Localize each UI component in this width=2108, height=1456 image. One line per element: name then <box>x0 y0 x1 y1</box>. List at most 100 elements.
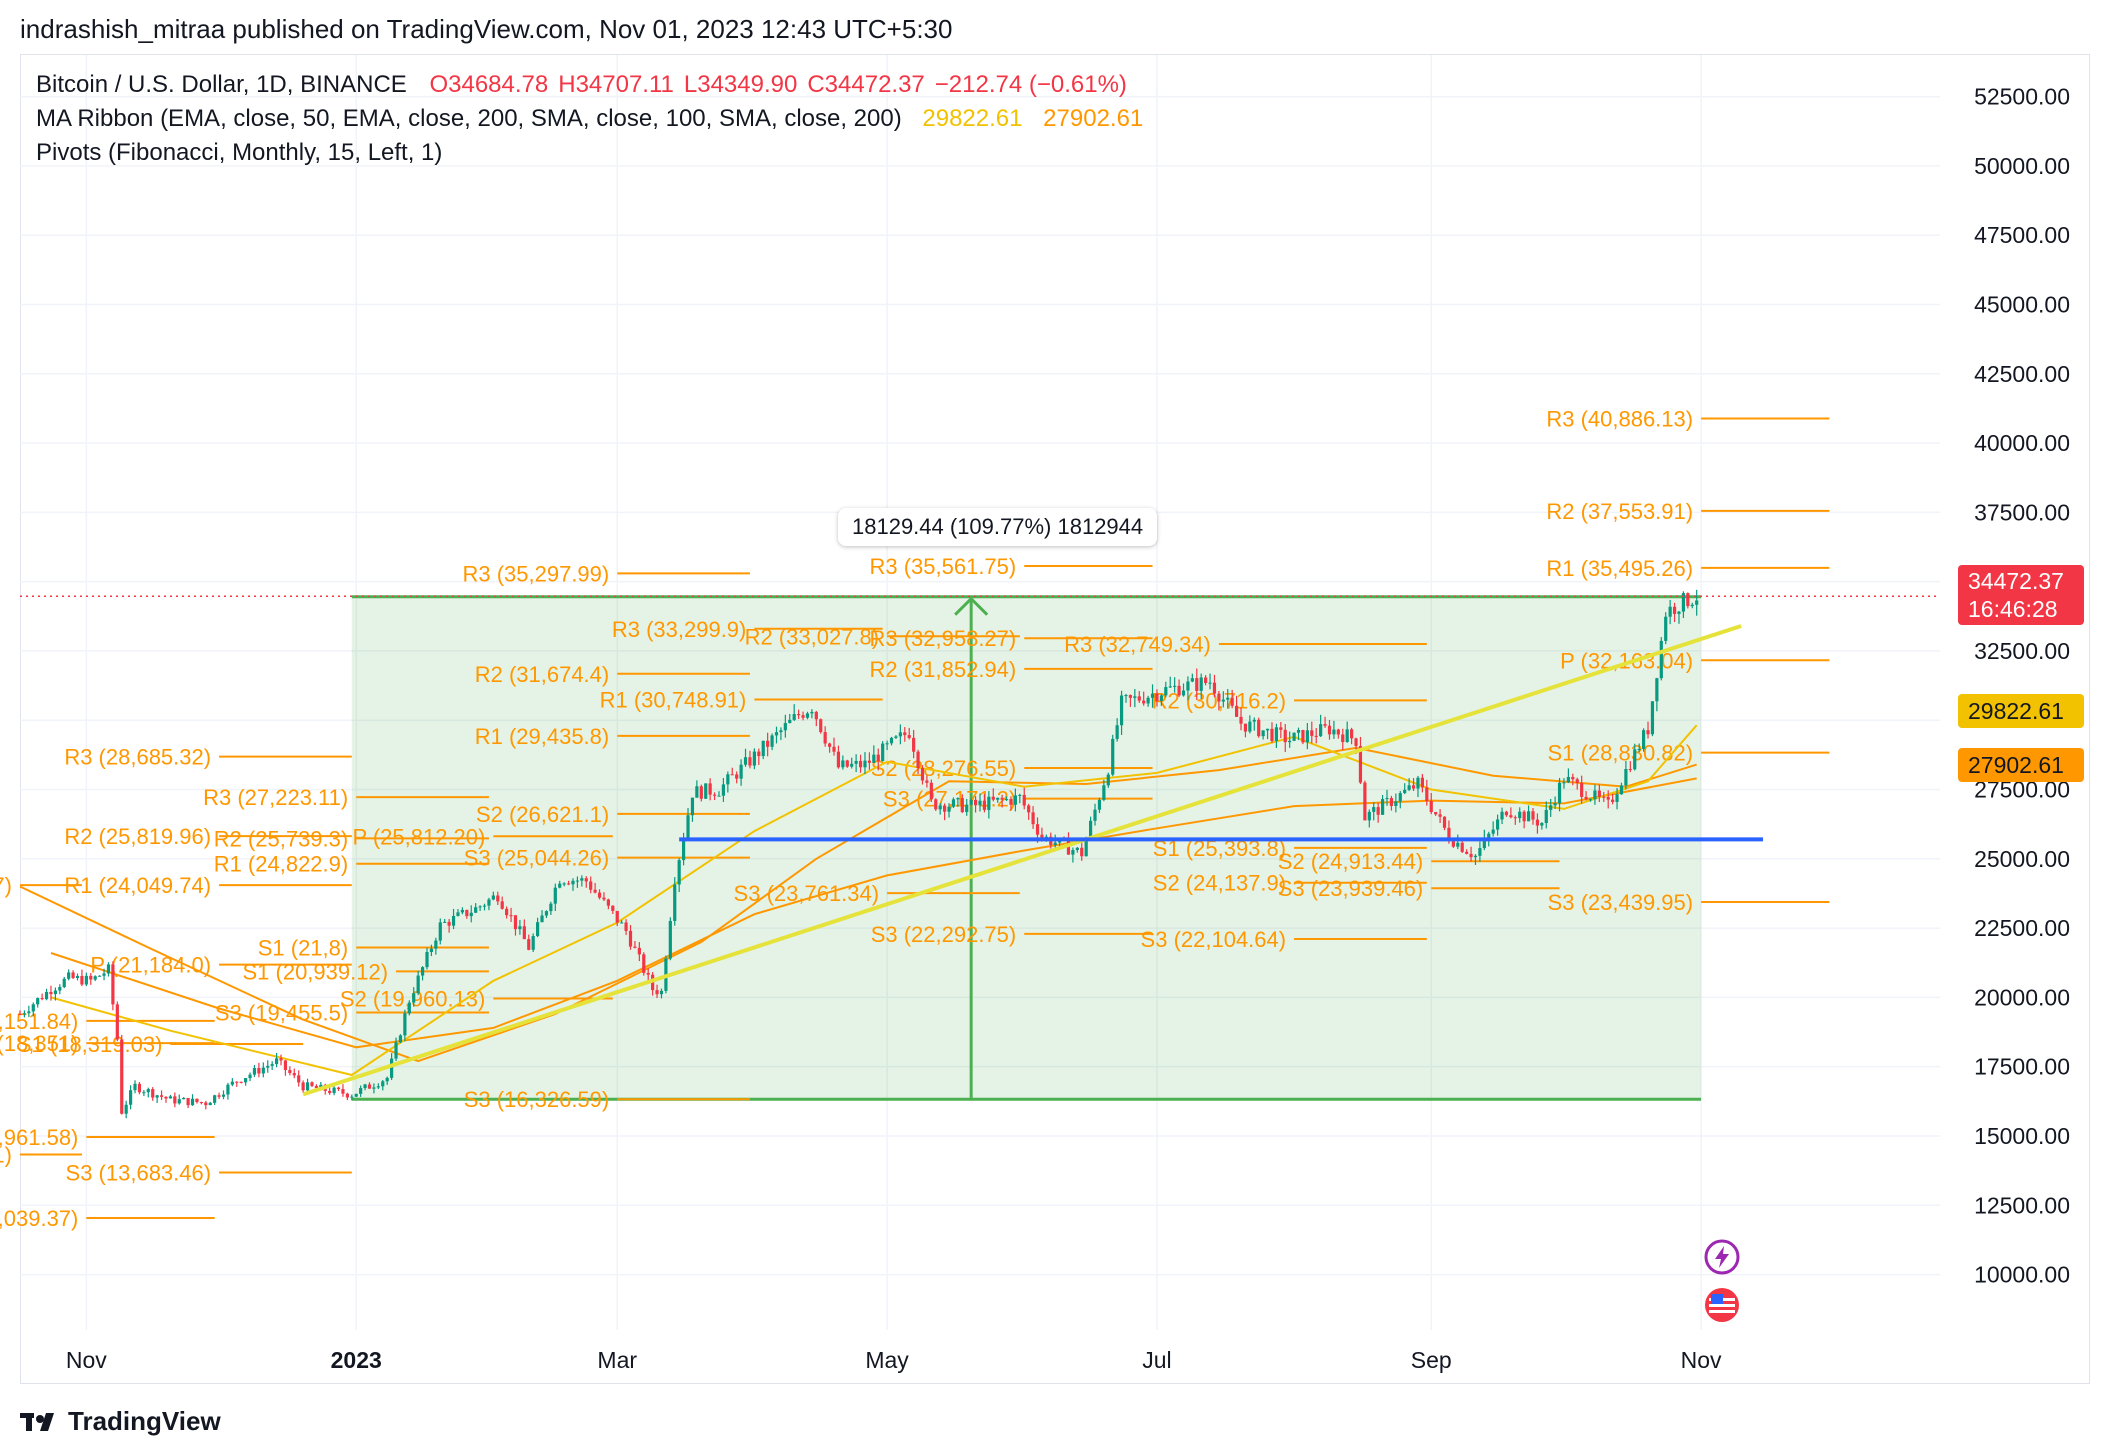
candle-body <box>845 760 849 767</box>
candle-body <box>1526 811 1531 822</box>
candle-body <box>982 800 987 810</box>
candle-body <box>929 782 933 800</box>
ma-ribbon-title[interactable]: MA Ribbon (EMA, close, 50, EMA, close, 2… <box>36 105 902 132</box>
candle-body <box>345 1093 349 1098</box>
candle-body <box>1606 796 1610 800</box>
candle-body <box>1553 803 1557 806</box>
candle-body <box>558 883 562 888</box>
pivot-label: 2 (14,333.41) <box>0 1142 12 1167</box>
y-tick-label: 40000.00 <box>1974 430 2070 456</box>
candle-body <box>403 1013 407 1036</box>
candle-body <box>420 967 425 976</box>
chart-frame <box>20 54 2090 1384</box>
pivot-label: R1 (24,822.9) <box>214 852 349 877</box>
candle-body <box>1040 834 1044 839</box>
candle-body <box>1641 730 1646 750</box>
candle-body <box>1097 799 1102 810</box>
candle-body <box>367 1084 372 1089</box>
pivot-label: R2 (31,674.4) <box>475 662 610 687</box>
candle-body <box>1460 842 1464 852</box>
candle-body <box>1398 793 1402 802</box>
candle-body <box>319 1084 323 1089</box>
candle-body <box>536 922 540 937</box>
candle-body <box>646 972 650 975</box>
footer-brand[interactable]: TradingView <box>68 1406 221 1436</box>
candle-body <box>797 714 801 716</box>
candle-body <box>1456 842 1460 847</box>
candle-body <box>854 760 858 764</box>
candle-body <box>314 1085 319 1089</box>
candle-body <box>969 799 973 805</box>
candle-body <box>1465 851 1469 854</box>
candle-body <box>115 1004 119 1040</box>
candle-body <box>1265 728 1270 731</box>
candle-body <box>270 1064 274 1066</box>
candle-body <box>996 797 1000 800</box>
candle-body <box>606 899 610 906</box>
candle-body <box>36 998 40 1005</box>
candle-body <box>655 990 659 995</box>
candle-body <box>1637 749 1641 751</box>
candle-body <box>739 764 743 779</box>
pivot-label: S3 (23,439.95) <box>1548 890 1694 915</box>
candle-body <box>770 735 774 747</box>
candle-body <box>297 1075 301 1083</box>
candle-body <box>1204 677 1208 683</box>
candle-body <box>133 1083 137 1091</box>
candle-body <box>1588 799 1593 801</box>
candle-body <box>1150 693 1155 698</box>
candle-body <box>637 947 641 955</box>
candle-body <box>500 901 504 909</box>
candle-body <box>903 732 907 736</box>
candle-body <box>1509 815 1513 818</box>
candle-body <box>743 757 748 765</box>
x-tick-label: Jul <box>1142 1347 1171 1373</box>
candle-body <box>18 1014 22 1016</box>
candle-body <box>1655 678 1659 702</box>
candle-body <box>505 908 509 916</box>
us-flag-icon[interactable] <box>1703 1286 1741 1324</box>
candle-body <box>1438 814 1442 817</box>
candle-body <box>204 1102 208 1106</box>
candle-body <box>673 884 677 921</box>
candle-body <box>1288 740 1292 743</box>
candle-body <box>1292 732 1296 741</box>
candle-body <box>235 1081 239 1083</box>
candle-body <box>1301 730 1305 743</box>
flash-icon[interactable] <box>1703 1238 1741 1276</box>
pivot-label: R3 (33,299.9) <box>612 617 747 642</box>
candle-body <box>1274 727 1279 742</box>
candle-body <box>863 760 867 768</box>
candle-body <box>1668 606 1672 617</box>
candle-body <box>128 1090 133 1105</box>
candle-body <box>960 798 964 813</box>
candle-body <box>1044 836 1048 839</box>
candle-body <box>620 922 624 924</box>
candle-body <box>1544 809 1548 823</box>
pivot-label: P (32,163.04) <box>1560 648 1693 673</box>
candle-body <box>1562 782 1566 784</box>
pivots-title[interactable]: Pivots (Fibonacci, Monthly, 15, Left, 1) <box>36 139 443 166</box>
candle-body <box>451 915 456 926</box>
candle-body <box>1080 847 1084 857</box>
candle-body <box>783 723 787 731</box>
candle-body <box>699 786 703 799</box>
candle-body <box>1230 697 1234 706</box>
symbol-title[interactable]: Bitcoin / U.S. Dollar, 1D, BINANCE <box>36 71 407 98</box>
candle-body <box>310 1082 314 1086</box>
candle-body <box>1027 805 1031 813</box>
measure-label[interactable]: 18129.44 (109.77%) 1812944 <box>838 508 1158 546</box>
ma-ribbon-value-2: 27902.61 <box>1043 105 1144 132</box>
candle-body <box>1084 839 1088 857</box>
candle-body <box>633 946 637 948</box>
candle-body <box>1137 696 1141 701</box>
candle-body <box>137 1083 142 1093</box>
candle-body <box>1602 796 1606 798</box>
candle-body <box>1540 822 1544 826</box>
candle-body <box>562 883 566 885</box>
candle-body <box>257 1068 261 1074</box>
candle-body <box>1115 725 1119 739</box>
candle-body <box>814 711 818 720</box>
candle-body <box>1133 696 1137 698</box>
